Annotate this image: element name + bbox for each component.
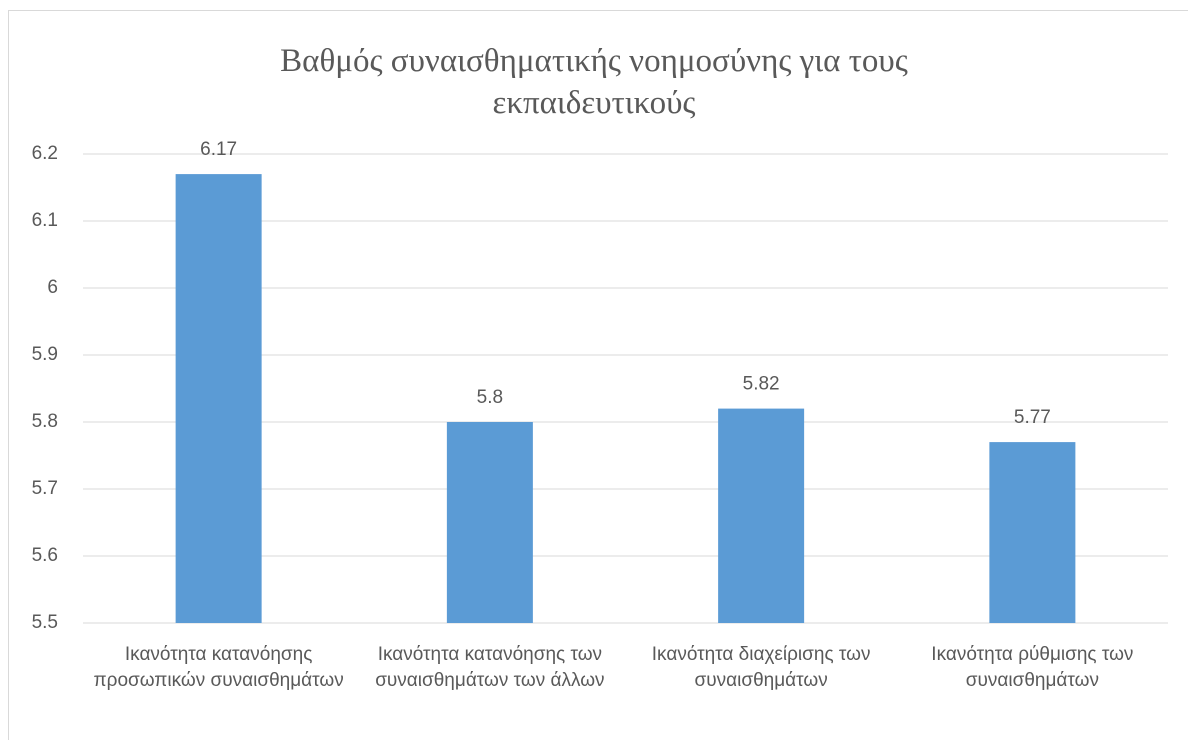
y-tick-label: 6: [47, 277, 58, 298]
bar: [718, 408, 805, 623]
y-tick-label: 6.1: [32, 210, 58, 231]
data-label: 5.77: [1014, 407, 1051, 428]
bar: [446, 422, 533, 623]
data-label: 5.82: [743, 374, 780, 395]
x-tick-label: Ικανότητα ρύθμισης των συναισθημάτων: [931, 644, 1134, 691]
data-label: 6.17: [200, 139, 237, 160]
chart-title: Βαθμός συναισθηματικής νοημοσύνης για το…: [280, 43, 908, 121]
data-label: 5.8: [477, 387, 503, 408]
bar: [989, 442, 1076, 623]
y-tick-label: 5.7: [32, 478, 58, 499]
y-tick-label: 5.6: [32, 545, 58, 566]
x-tick-label: Ικανότητα διαχείρισης των συναισθημάτων: [651, 644, 871, 691]
chart-border: [8, 10, 1188, 740]
y-tick-label: 5.9: [32, 344, 58, 365]
y-tick-label: 5.8: [32, 411, 58, 432]
bar: [175, 174, 262, 623]
x-tick-label: Ικανότητα κατανόησης των συναισθημάτων τ…: [375, 644, 605, 691]
y-tick-label: 5.5: [32, 612, 58, 633]
x-tick-label: Ικανότητα κατανόησης προσωπικών συναισθη…: [93, 644, 344, 691]
y-tick-label: 6.2: [32, 143, 58, 164]
